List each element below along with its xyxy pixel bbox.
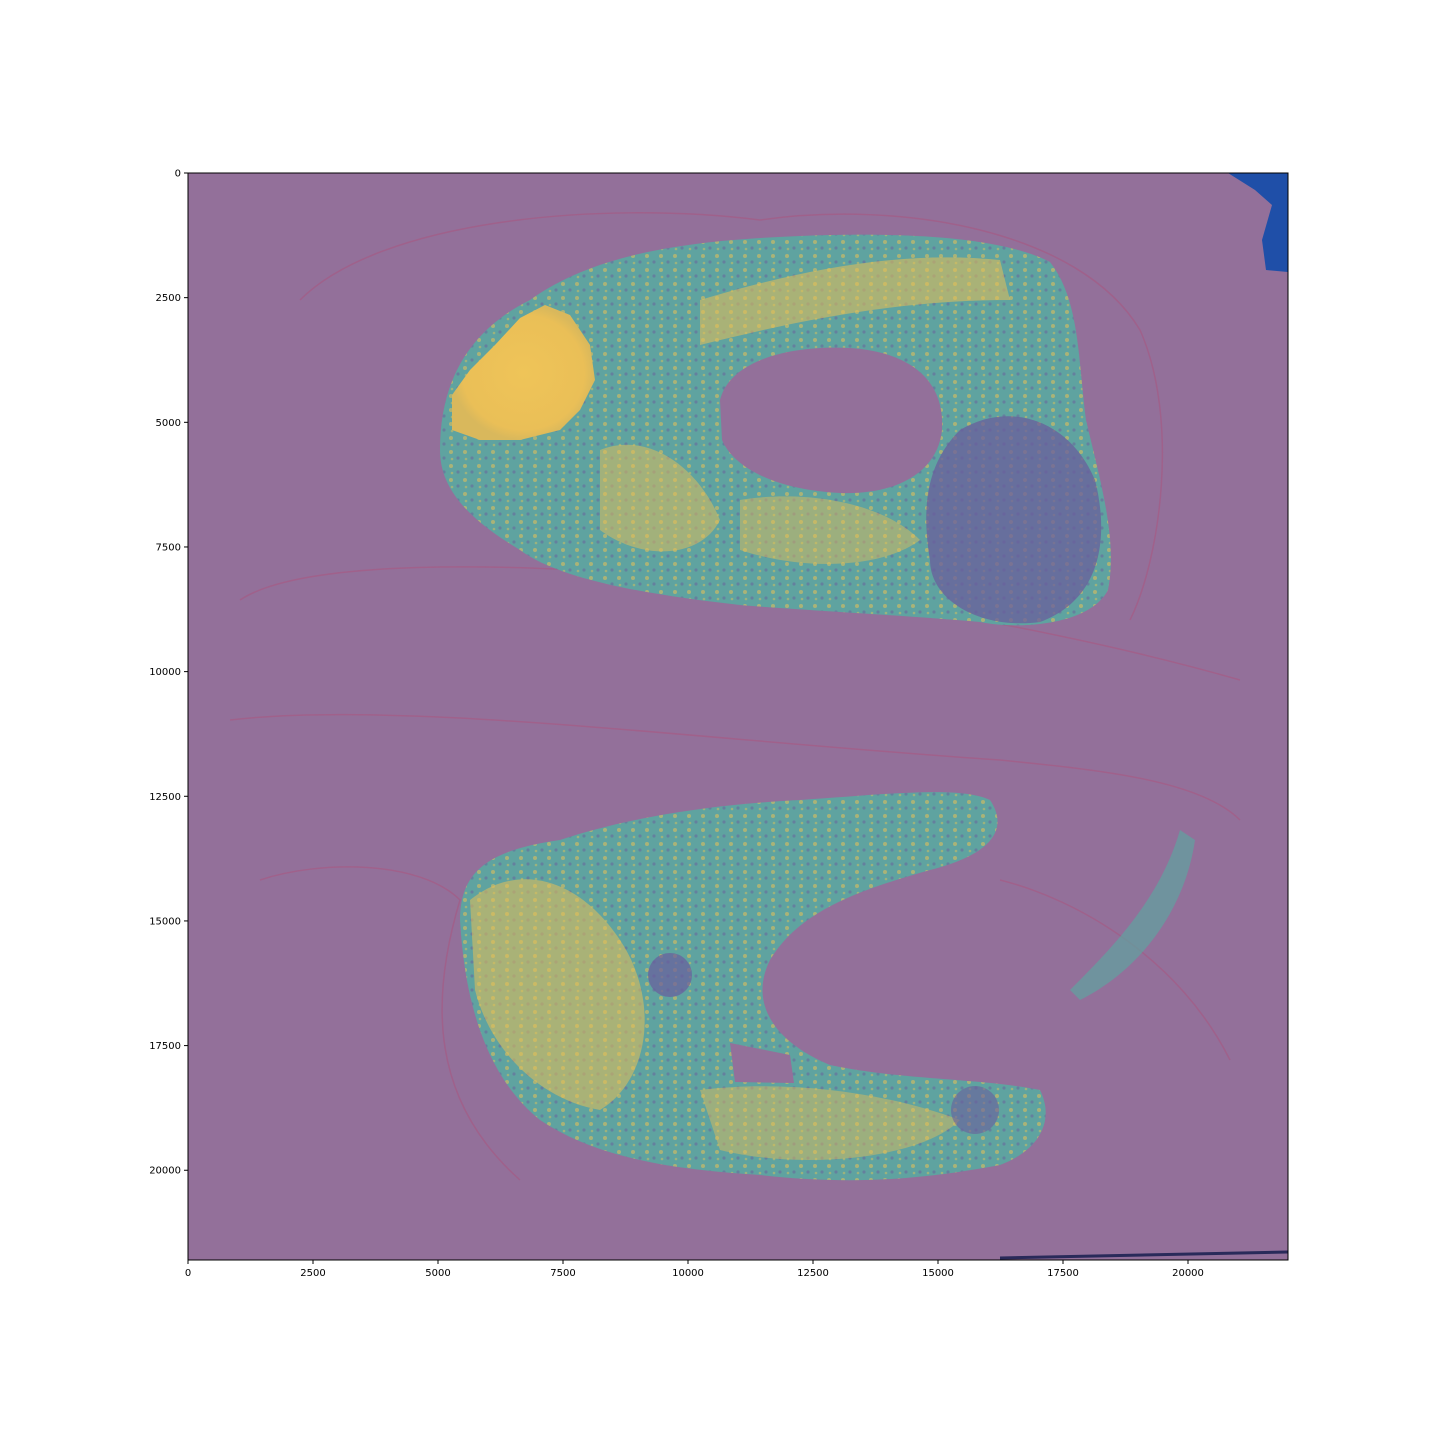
y-tick-label: 2500	[156, 293, 181, 304]
x-tick-label: 0	[185, 1268, 191, 1279]
x-tick-label: 20000	[1172, 1268, 1204, 1279]
y-tick-label: 10000	[149, 667, 181, 678]
x-tick-label: 15000	[922, 1268, 954, 1279]
vessel-strip	[1070, 830, 1195, 1000]
x-axis: 0 2500 5000 7500 10000 12500 15000 17500 20000	[185, 1260, 1204, 1279]
corner-region	[1228, 173, 1288, 272]
y-tick-label: 0	[175, 169, 181, 180]
y-axis: 0 2500 5000 7500 10000 12500 15000 17500 20000	[149, 169, 188, 1177]
lower-tissue-region	[460, 792, 1046, 1181]
plot-area	[188, 173, 1288, 1260]
x-tick-label: 7500	[550, 1268, 575, 1279]
y-tick-label: 17500	[149, 1041, 181, 1052]
x-tick-label: 12500	[797, 1268, 829, 1279]
x-tick-label: 10000	[672, 1268, 704, 1279]
y-tick-label: 5000	[156, 418, 181, 429]
upper-tissue-region	[440, 234, 1111, 626]
y-tick-label: 12500	[149, 792, 181, 803]
x-tick-label: 5000	[425, 1268, 450, 1279]
x-tick-label: 2500	[300, 1268, 325, 1279]
y-tick-label: 7500	[156, 542, 181, 553]
y-tick-label: 20000	[149, 1166, 181, 1177]
slide-edge-line	[999, 1250, 1288, 1260]
axes-frame	[187, 172, 1289, 1261]
y-tick-label: 15000	[149, 916, 181, 927]
x-tick-label: 17500	[1047, 1268, 1079, 1279]
